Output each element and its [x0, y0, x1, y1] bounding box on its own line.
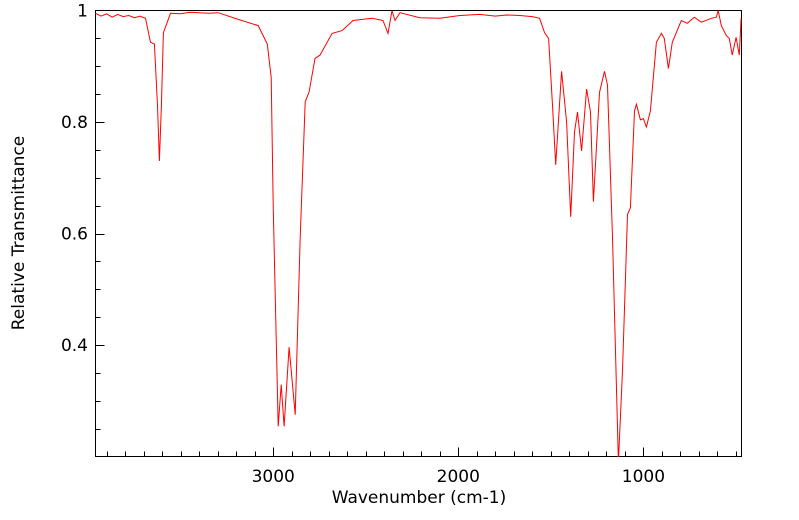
x-tick-label: 2000 [437, 467, 480, 487]
y-tick-label: 0.8 [61, 113, 88, 133]
x-axis-label: Wavenumber (cm-1) [332, 488, 507, 508]
x-tick-label: 3000 [252, 467, 295, 487]
y-axis-label: Relative Transmittance [9, 136, 29, 331]
x-tick-label: 1000 [622, 467, 665, 487]
y-tick-label: 0.6 [61, 225, 88, 245]
y-tick-label: 0.4 [61, 336, 88, 356]
axis-tick-labels: 3000 2000 1000 1 0.8 0.6 0.4 [61, 2, 665, 488]
plot-frame [95, 10, 742, 457]
axis-ticks [95, 38, 737, 457]
spectrum-line [95, 10, 742, 457]
y-tick-label: 1 [77, 2, 88, 22]
